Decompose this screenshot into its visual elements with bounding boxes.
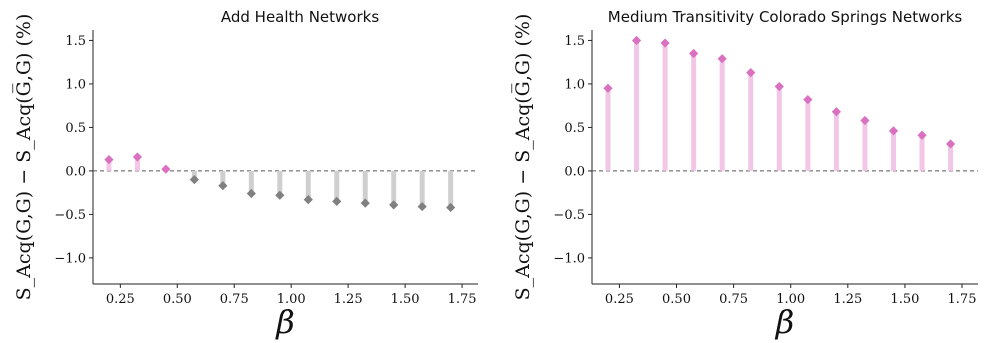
y-axis-label: S_Acq(G,G) − S_Acq(G̅,G) (%) xyxy=(512,14,534,301)
data-point-marker xyxy=(132,152,143,162)
data-point-marker xyxy=(945,139,956,149)
data-point-marker xyxy=(275,190,285,200)
chart-panel-add-health: Add Health Networks−1.0−0.50.00.51.01.50… xyxy=(13,8,478,341)
y-axis-label: S_Acq(G,G) − S_Acq(G̅,G) (%) xyxy=(13,14,35,301)
x-tick-label: 1.50 xyxy=(391,292,420,307)
chart-title: Add Health Networks xyxy=(221,8,379,26)
y-tick-label: −1.0 xyxy=(54,251,86,266)
x-tick-label: 1.25 xyxy=(334,292,363,307)
y-tick-label: 0.0 xyxy=(65,164,86,179)
x-tick-label: 1.25 xyxy=(833,292,862,307)
data-point-marker xyxy=(746,68,756,78)
data-point-marker xyxy=(717,54,727,64)
data-point-marker xyxy=(917,130,927,140)
data-point-marker xyxy=(774,81,784,92)
y-tick-label: 1.0 xyxy=(564,77,585,92)
data-point-marker xyxy=(161,164,171,174)
y-tick-label: −0.5 xyxy=(54,208,86,223)
data-point-marker xyxy=(831,107,841,117)
data-point-marker xyxy=(303,195,313,205)
data-point-marker xyxy=(218,181,228,191)
y-tick-label: 0.0 xyxy=(564,164,585,179)
data-point-marker xyxy=(803,94,813,105)
data-point-marker xyxy=(104,155,114,165)
x-tick-label: 1.00 xyxy=(776,292,805,307)
y-tick-label: 0.5 xyxy=(65,121,86,136)
data-point-marker xyxy=(332,196,342,206)
data-point-marker xyxy=(603,83,613,93)
x-tick-label: 1.50 xyxy=(890,292,919,307)
x-tick-label: 0.50 xyxy=(163,292,192,307)
data-point-marker xyxy=(189,175,199,185)
data-point-marker xyxy=(246,188,256,199)
chart-title: Medium Transitivity Colorado Springs Net… xyxy=(608,8,963,26)
data-point-marker xyxy=(660,38,670,48)
x-tick-label: 0.75 xyxy=(220,292,249,307)
data-point-marker xyxy=(446,202,456,213)
data-point-marker xyxy=(689,48,699,59)
data-point-marker xyxy=(389,200,399,210)
chart-panel-colorado-springs: Medium Transitivity Colorado Springs Net… xyxy=(512,8,978,341)
data-point-marker xyxy=(860,115,870,126)
x-tick-label: 1.75 xyxy=(948,292,977,307)
data-point-marker xyxy=(888,126,899,136)
data-point-marker xyxy=(631,35,642,46)
y-tick-label: 0.5 xyxy=(564,121,585,136)
x-tick-label: 0.25 xyxy=(605,292,634,307)
x-tick-label: 0.75 xyxy=(719,292,748,307)
data-point-marker xyxy=(360,198,370,208)
x-tick-label: 0.50 xyxy=(662,292,691,307)
x-axis-label: β xyxy=(775,303,795,341)
x-tick-label: 0.25 xyxy=(106,292,135,307)
y-tick-label: −1.0 xyxy=(553,251,585,266)
x-tick-label: 1.75 xyxy=(448,292,477,307)
data-point-marker xyxy=(417,201,427,212)
y-tick-label: −0.5 xyxy=(553,208,585,223)
x-tick-label: 1.00 xyxy=(277,292,306,307)
x-axis-label: β xyxy=(275,303,295,341)
y-tick-label: 1.0 xyxy=(65,77,86,92)
y-tick-label: 1.5 xyxy=(564,34,585,49)
y-tick-label: 1.5 xyxy=(65,34,86,49)
